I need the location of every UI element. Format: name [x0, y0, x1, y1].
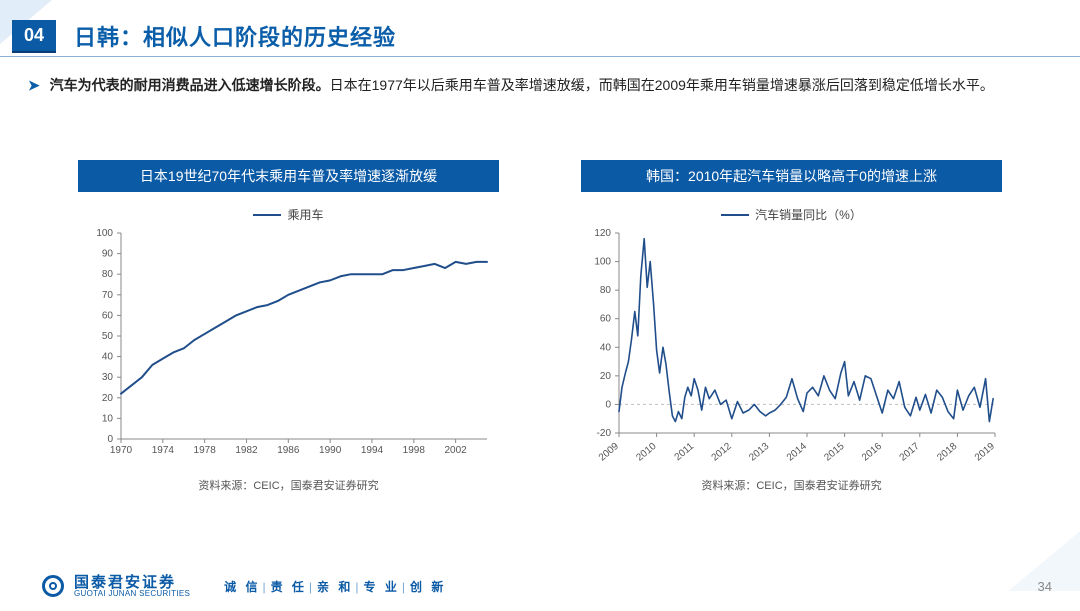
svg-text:1998: 1998 — [402, 445, 425, 456]
svg-text:20: 20 — [101, 393, 113, 404]
svg-text:100: 100 — [594, 257, 611, 268]
svg-text:2019: 2019 — [972, 441, 996, 464]
svg-text:40: 40 — [599, 342, 611, 353]
legend-swatch-icon — [253, 214, 281, 216]
svg-text:50: 50 — [101, 331, 113, 342]
svg-text:-20: -20 — [596, 428, 611, 439]
svg-text:2002: 2002 — [444, 445, 467, 456]
svg-text:120: 120 — [594, 228, 611, 239]
header: 04 日韩：相似人口阶段的历史经验 — [0, 18, 1080, 54]
legend-japan: 乘用车 — [253, 206, 323, 223]
section-badge: 04 — [12, 20, 56, 53]
svg-text:2016: 2016 — [860, 441, 884, 464]
svg-text:1982: 1982 — [235, 445, 258, 456]
svg-text:1970: 1970 — [109, 445, 132, 456]
svg-text:2017: 2017 — [897, 441, 921, 464]
svg-text:70: 70 — [101, 290, 113, 301]
svg-text:60: 60 — [599, 314, 611, 325]
svg-text:80: 80 — [599, 285, 611, 296]
svg-text:100: 100 — [96, 228, 113, 239]
bullet-arrow-icon: ➤ — [28, 77, 40, 93]
svg-text:2012: 2012 — [709, 441, 733, 464]
brand-values: 诚 信|责 任|亲 和|专 业|创 新 — [224, 578, 446, 595]
svg-text:1990: 1990 — [319, 445, 342, 456]
chart-title-japan: 日本19世纪70年代末乘用车普及率增速逐渐放缓 — [78, 160, 498, 192]
svg-text:2011: 2011 — [672, 441, 696, 464]
svg-text:1978: 1978 — [193, 445, 216, 456]
svg-text:2010: 2010 — [634, 441, 658, 464]
legend-swatch-icon — [721, 214, 749, 216]
svg-text:20: 20 — [599, 371, 611, 382]
brand: 国泰君安证券 GUOTAI JUNAN SECURITIES 诚 信|责 任|亲… — [42, 575, 446, 598]
source-korea: 资料来源：CEIC，国泰君安证券研究 — [701, 477, 881, 493]
header-rule — [0, 56, 1080, 57]
svg-text:1986: 1986 — [277, 445, 300, 456]
slide: 04 日韩：相似人口阶段的历史经验 ➤ 汽车为代表的耐用消费品进入低速增长阶段。… — [0, 0, 1080, 611]
source-japan: 资料来源：CEIC，国泰君安证券研究 — [198, 477, 378, 493]
svg-text:10: 10 — [101, 413, 113, 424]
svg-text:0: 0 — [107, 434, 113, 445]
page-number: 34 — [1038, 579, 1052, 594]
svg-text:1974: 1974 — [151, 445, 174, 456]
svg-text:1994: 1994 — [360, 445, 383, 456]
svg-text:60: 60 — [101, 310, 113, 321]
svg-text:2018: 2018 — [935, 441, 959, 464]
svg-text:80: 80 — [101, 269, 113, 280]
svg-text:2014: 2014 — [784, 441, 808, 464]
chart-svg-korea: -20 0 20 40 60 80 100 120 2009 2010 2011 2012 2013 20… — [577, 227, 1007, 467]
brand-cn: 国泰君安证券 — [74, 575, 190, 590]
chart-title-korea: 韩国：2010年起汽车销量以略高于0的增速上涨 — [581, 160, 1001, 192]
svg-text:2015: 2015 — [822, 441, 846, 464]
charts-row: 日本19世纪70年代末乘用车普及率增速逐渐放缓 乘用车 0 10 20 30 40 50 6… — [60, 160, 1020, 531]
legend-label-korea: 汽车销量同比（%） — [755, 206, 862, 223]
svg-text:90: 90 — [101, 249, 113, 260]
footer: 国泰君安证券 GUOTAI JUNAN SECURITIES 诚 信|责 任|亲… — [42, 571, 1060, 601]
lead-rest: 日本在1977年以后乘用车普及率增速放缓，而韩国在2009年乘用车销量增速暴涨后… — [330, 77, 994, 93]
chart-panel-japan: 日本19世纪70年代末乘用车普及率增速逐渐放缓 乘用车 0 10 20 30 40 50 6… — [60, 160, 517, 531]
lead-bold: 汽车为代表的耐用消费品进入低速增长阶段。 — [50, 77, 330, 93]
svg-text:2013: 2013 — [747, 441, 771, 464]
lead-paragraph: ➤ 汽车为代表的耐用消费品进入低速增长阶段。日本在1977年以后乘用车普及率增速… — [28, 74, 1046, 98]
brand-logo-icon — [42, 575, 64, 597]
chart-svg-japan: 0 10 20 30 40 50 60 70 80 90 100 1970 1974 1978 1982 19… — [79, 227, 499, 467]
svg-text:40: 40 — [101, 352, 113, 363]
svg-text:30: 30 — [101, 372, 113, 383]
legend-label-japan: 乘用车 — [287, 206, 323, 223]
brand-en: GUOTAI JUNAN SECURITIES — [74, 590, 190, 598]
chart-panel-korea: 韩国：2010年起汽车销量以略高于0的增速上涨 汽车销量同比（%） -20 0 20… — [563, 160, 1020, 531]
page-title: 日韩：相似人口阶段的历史经验 — [74, 20, 396, 52]
svg-text:0: 0 — [605, 399, 611, 410]
svg-text:2009: 2009 — [596, 441, 620, 464]
brand-text: 国泰君安证券 GUOTAI JUNAN SECURITIES — [74, 575, 190, 598]
legend-korea: 汽车销量同比（%） — [721, 206, 862, 223]
